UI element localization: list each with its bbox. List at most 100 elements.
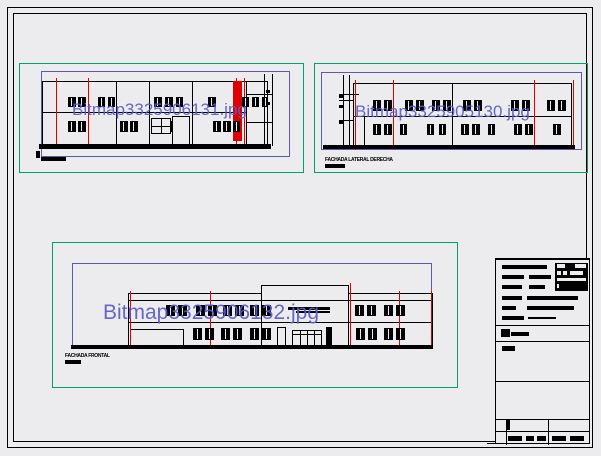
window xyxy=(373,124,381,135)
tower-line xyxy=(339,94,359,95)
door-opening xyxy=(172,116,190,146)
grid-axis xyxy=(399,291,400,349)
title-block[interactable] xyxy=(495,258,590,445)
tb-text-bar xyxy=(529,285,545,289)
tb-cell-bar xyxy=(570,436,584,441)
window xyxy=(400,124,407,135)
tb-cell-bar xyxy=(552,436,566,441)
grid-axis xyxy=(573,80,574,150)
window xyxy=(208,97,216,107)
window xyxy=(108,97,115,107)
window xyxy=(120,121,128,132)
window xyxy=(213,121,221,132)
window xyxy=(522,100,530,111)
door-mullion xyxy=(307,330,308,347)
window xyxy=(405,100,413,111)
grid-axis xyxy=(88,78,89,149)
tower-detail xyxy=(339,95,343,98)
tower-line xyxy=(339,120,359,121)
window xyxy=(223,305,232,316)
window xyxy=(461,124,469,135)
wall-line xyxy=(131,329,183,330)
window xyxy=(262,97,268,107)
window xyxy=(250,305,259,316)
window xyxy=(165,97,173,107)
ground-line xyxy=(71,345,433,349)
tower-line xyxy=(246,94,272,95)
window xyxy=(488,124,495,135)
window xyxy=(432,100,440,111)
window xyxy=(262,305,271,316)
grid-axis xyxy=(244,78,245,149)
floor-line xyxy=(42,112,246,113)
grid-axis xyxy=(350,283,351,349)
viewport-left-side-elevation[interactable]: Bitmap3325906131.jpg xyxy=(19,63,304,173)
label-marker xyxy=(36,151,40,158)
tower-detail xyxy=(339,121,343,124)
window xyxy=(463,100,471,111)
ground-line xyxy=(39,144,271,149)
frame-left-side-elevation xyxy=(41,71,290,157)
wall-division xyxy=(246,81,247,146)
window xyxy=(208,305,217,316)
viewport-right-side-elevation[interactable]: Bitmap3325905130.jpg FACHADA LATERAL DER… xyxy=(314,63,588,173)
tb-text-bar xyxy=(529,275,551,279)
grid-axis xyxy=(56,78,57,149)
window xyxy=(154,97,162,107)
door-mullion xyxy=(151,126,171,127)
tb-logo-detail xyxy=(557,271,561,275)
window xyxy=(176,97,183,107)
window xyxy=(416,100,424,111)
tb-text-bar xyxy=(527,306,574,310)
grid-axis xyxy=(355,80,356,150)
window xyxy=(223,121,231,132)
window xyxy=(384,305,393,316)
ground-line xyxy=(323,145,575,149)
tb-cell-bar xyxy=(508,436,522,441)
cornice-line xyxy=(128,300,433,301)
floor-line xyxy=(128,322,433,323)
elevation-front: Bitmap3325906132.jpg FACHADA FRONTAL xyxy=(53,243,459,389)
pilaster-solid xyxy=(326,327,332,345)
building-outline xyxy=(42,81,268,146)
tb-text-bar xyxy=(528,317,556,319)
window xyxy=(242,97,249,107)
tower-detail xyxy=(266,90,270,93)
window xyxy=(368,328,377,340)
window xyxy=(472,124,480,135)
tower-line xyxy=(339,100,353,101)
window xyxy=(373,100,381,111)
window xyxy=(558,100,566,111)
view-label: FACHADA LATERAL DERECHA xyxy=(325,157,393,163)
label-underline xyxy=(325,164,345,168)
tb-cell-bar xyxy=(537,436,546,441)
viewport-front-elevation[interactable]: Bitmap3325906132.jpg FACHADA FRONTAL xyxy=(52,242,458,388)
window xyxy=(233,328,242,340)
window xyxy=(384,124,392,135)
wall-division xyxy=(192,81,193,146)
tb-text-bar xyxy=(502,285,522,289)
central-band xyxy=(288,307,330,310)
tower-edge xyxy=(272,74,273,146)
tb-logo-detail xyxy=(557,278,586,281)
wall-line xyxy=(183,329,184,347)
label-underline xyxy=(41,157,66,161)
window xyxy=(196,305,205,316)
window xyxy=(367,305,376,316)
window xyxy=(98,97,105,107)
door-mullion xyxy=(314,330,315,347)
tower-detail xyxy=(339,105,343,108)
door-mullion xyxy=(300,330,301,347)
window xyxy=(514,124,522,135)
tb-logo-detail xyxy=(557,264,565,268)
frame-right-side-elevation xyxy=(321,72,582,150)
sheet-border-inner xyxy=(13,13,587,442)
tb-logo-detail xyxy=(557,284,559,288)
window xyxy=(396,328,405,340)
grid-axis xyxy=(130,291,131,349)
tb-title-bar xyxy=(501,329,510,337)
view-label: FACHADA FRONTAL xyxy=(65,353,110,359)
central-band xyxy=(296,311,330,313)
wall-division xyxy=(149,81,150,146)
